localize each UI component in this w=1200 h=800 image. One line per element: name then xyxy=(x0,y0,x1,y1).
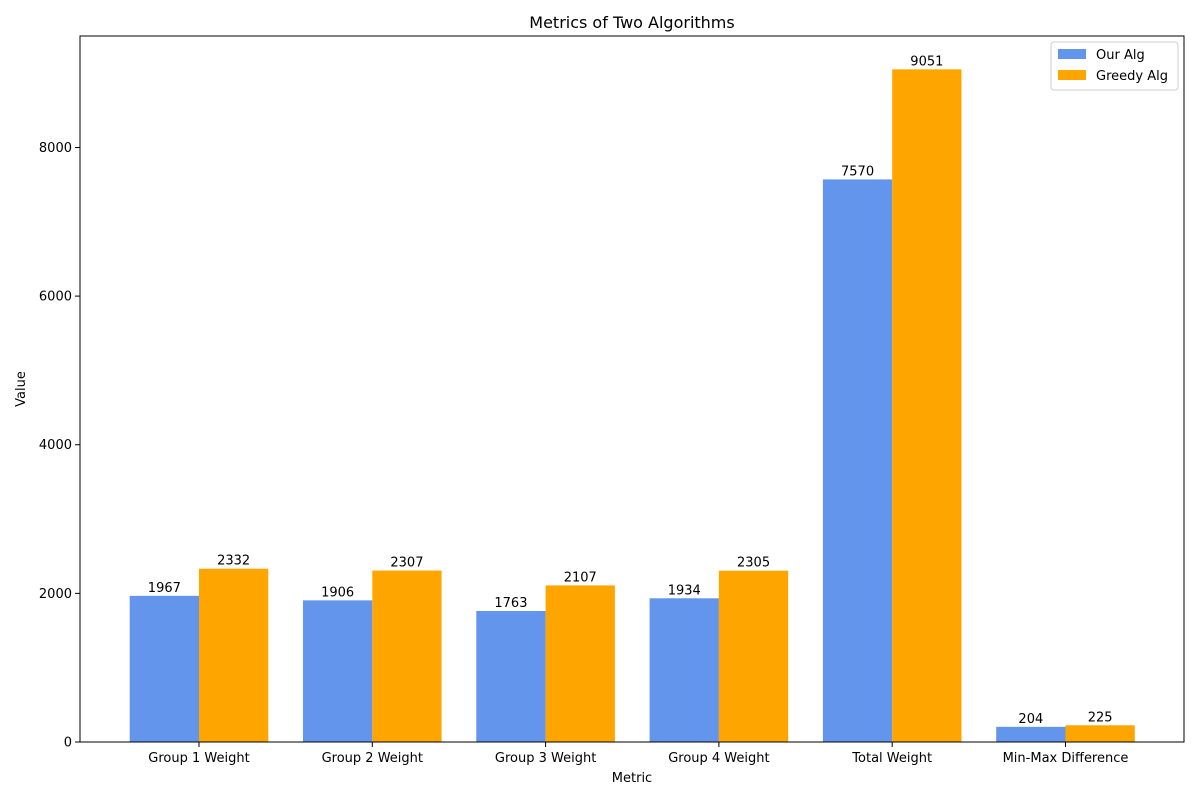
chart-title: Metrics of Two Algorithms xyxy=(529,13,734,32)
value-label-our-alg-group-1-weight: 1967 xyxy=(148,581,181,596)
y-axis-ticks: 0 2000 4000 6000 8000 xyxy=(39,141,80,751)
bar-greedy-alg-min-max-difference xyxy=(1065,725,1135,742)
bar-our-alg-min-max-difference xyxy=(996,726,1066,742)
bar-our-alg-group-2-weight xyxy=(303,600,373,742)
bar-our-alg-group-4-weight xyxy=(649,598,719,742)
legend-swatch-greedy-alg xyxy=(1058,70,1086,80)
x-tick-label-group-4-weight: Group 4 Weight xyxy=(668,751,769,766)
value-label-our-alg-total-weight: 7570 xyxy=(841,164,874,179)
value-label-greedy-alg-group-1-weight: 2332 xyxy=(217,554,250,569)
bar-our-alg-group-1-weight xyxy=(129,595,199,742)
value-labels-layer: 1967 2332 1906 2307 1763 2107 1934 2305 7570 9051… xyxy=(148,54,1113,726)
y-tick-label-0: 0 xyxy=(64,736,72,751)
x-axis-ticks: Group 1 Weight Group 2 Weight Group 3 Weig… xyxy=(148,742,1128,766)
legend: Our Alg Greedy Alg xyxy=(1050,41,1179,91)
legend-label-greedy-alg: Greedy Alg xyxy=(1096,69,1168,84)
plot-frame xyxy=(79,35,1185,743)
bar-our-alg-total-weight xyxy=(822,179,893,743)
x-tick-label-group-1-weight: Group 1 Weight xyxy=(148,751,249,766)
value-label-our-alg-group-2-weight: 1906 xyxy=(321,585,354,600)
y-axis-label: Value xyxy=(14,371,29,407)
value-label-our-alg-group-3-weight: 1763 xyxy=(494,596,527,611)
value-label-greedy-alg-min-max-difference: 225 xyxy=(1088,710,1113,725)
bar-greedy-alg-group-4-weight xyxy=(718,570,789,742)
x-tick-label-group-3-weight: Group 3 Weight xyxy=(495,751,596,766)
legend-swatch-our-alg xyxy=(1058,49,1086,59)
bar-greedy-alg-group-2-weight xyxy=(372,570,442,742)
x-tick-label-total-weight: Total Weight xyxy=(851,751,932,766)
value-label-greedy-alg-group-2-weight: 2307 xyxy=(390,556,423,571)
bar-greedy-alg-group-3-weight xyxy=(545,585,615,742)
value-label-greedy-alg-group-3-weight: 2107 xyxy=(564,570,597,585)
value-label-greedy-alg-total-weight: 9051 xyxy=(910,54,943,69)
legend-label-our-alg: Our Alg xyxy=(1096,48,1145,63)
y-tick-label-6000: 6000 xyxy=(39,290,72,305)
x-axis-label: Metric xyxy=(612,771,652,786)
y-tick-label-2000: 2000 xyxy=(39,587,72,602)
x-tick-label-group-2-weight: Group 2 Weight xyxy=(322,751,423,766)
bars-layer xyxy=(129,69,1135,743)
value-label-our-alg-group-4-weight: 1934 xyxy=(668,583,701,598)
bar-greedy-alg-total-weight xyxy=(892,69,962,742)
value-label-greedy-alg-group-4-weight: 2305 xyxy=(737,556,770,571)
x-tick-label-min-max-difference: Min-Max Difference xyxy=(1003,751,1129,766)
y-tick-label-8000: 8000 xyxy=(39,141,72,156)
y-tick-label-4000: 4000 xyxy=(39,438,72,453)
bar-greedy-alg-group-1-weight xyxy=(199,568,269,742)
bar-our-alg-group-3-weight xyxy=(476,610,546,742)
value-label-our-alg-min-max-difference: 204 xyxy=(1018,712,1043,727)
